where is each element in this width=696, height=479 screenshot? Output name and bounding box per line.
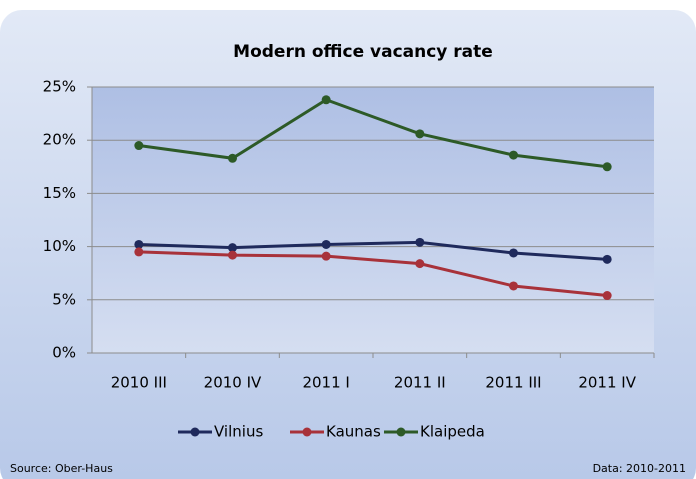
x-tick-label: 2010 III: [111, 374, 167, 392]
x-tick-label: 2011 I: [302, 374, 349, 392]
point: [602, 162, 612, 172]
chart-title: Modern office vacancy rate: [233, 42, 493, 62]
point: [134, 239, 144, 249]
point: [602, 254, 612, 264]
x-tick-label: 2010 IV: [204, 374, 262, 392]
legend-label: Vilnius: [214, 423, 263, 441]
note: Data: 2010-2011: [593, 462, 686, 475]
point: [509, 248, 518, 258]
legend-label: Kaunas: [326, 423, 381, 441]
point: [509, 281, 518, 291]
point: [228, 250, 237, 260]
x-tick-label: 2011 IV: [578, 374, 636, 392]
x-tick-label: 2011 III: [485, 374, 541, 392]
x-tick-label: 2011 II: [394, 374, 446, 392]
y-tick-label: 15%: [43, 184, 76, 202]
legend-marker: [302, 427, 312, 437]
y-tick-label: 20%: [43, 131, 76, 149]
point: [509, 150, 518, 160]
point: [321, 95, 331, 105]
point: [321, 239, 331, 249]
point: [228, 153, 237, 163]
y-tick-label: 25%: [43, 78, 76, 96]
point: [134, 141, 144, 151]
y-tick-label: 5%: [52, 290, 76, 308]
point: [415, 129, 425, 139]
series-line: [138, 240, 608, 261]
point: [415, 259, 425, 269]
point: [228, 243, 237, 253]
legend-marker: [396, 427, 406, 437]
point: [134, 247, 144, 257]
y-tick-label: 10%: [43, 237, 76, 255]
series-line: [138, 250, 608, 298]
point: [415, 237, 425, 247]
source: Source: Ober-Haus: [10, 462, 113, 475]
point: [321, 251, 331, 261]
series-line: [138, 98, 608, 169]
plot-area: [92, 87, 654, 353]
y-tick-label: 0%: [52, 344, 76, 362]
legend-marker: [190, 427, 200, 437]
legend-label: Klaipeda: [420, 423, 485, 441]
point: [602, 291, 612, 301]
